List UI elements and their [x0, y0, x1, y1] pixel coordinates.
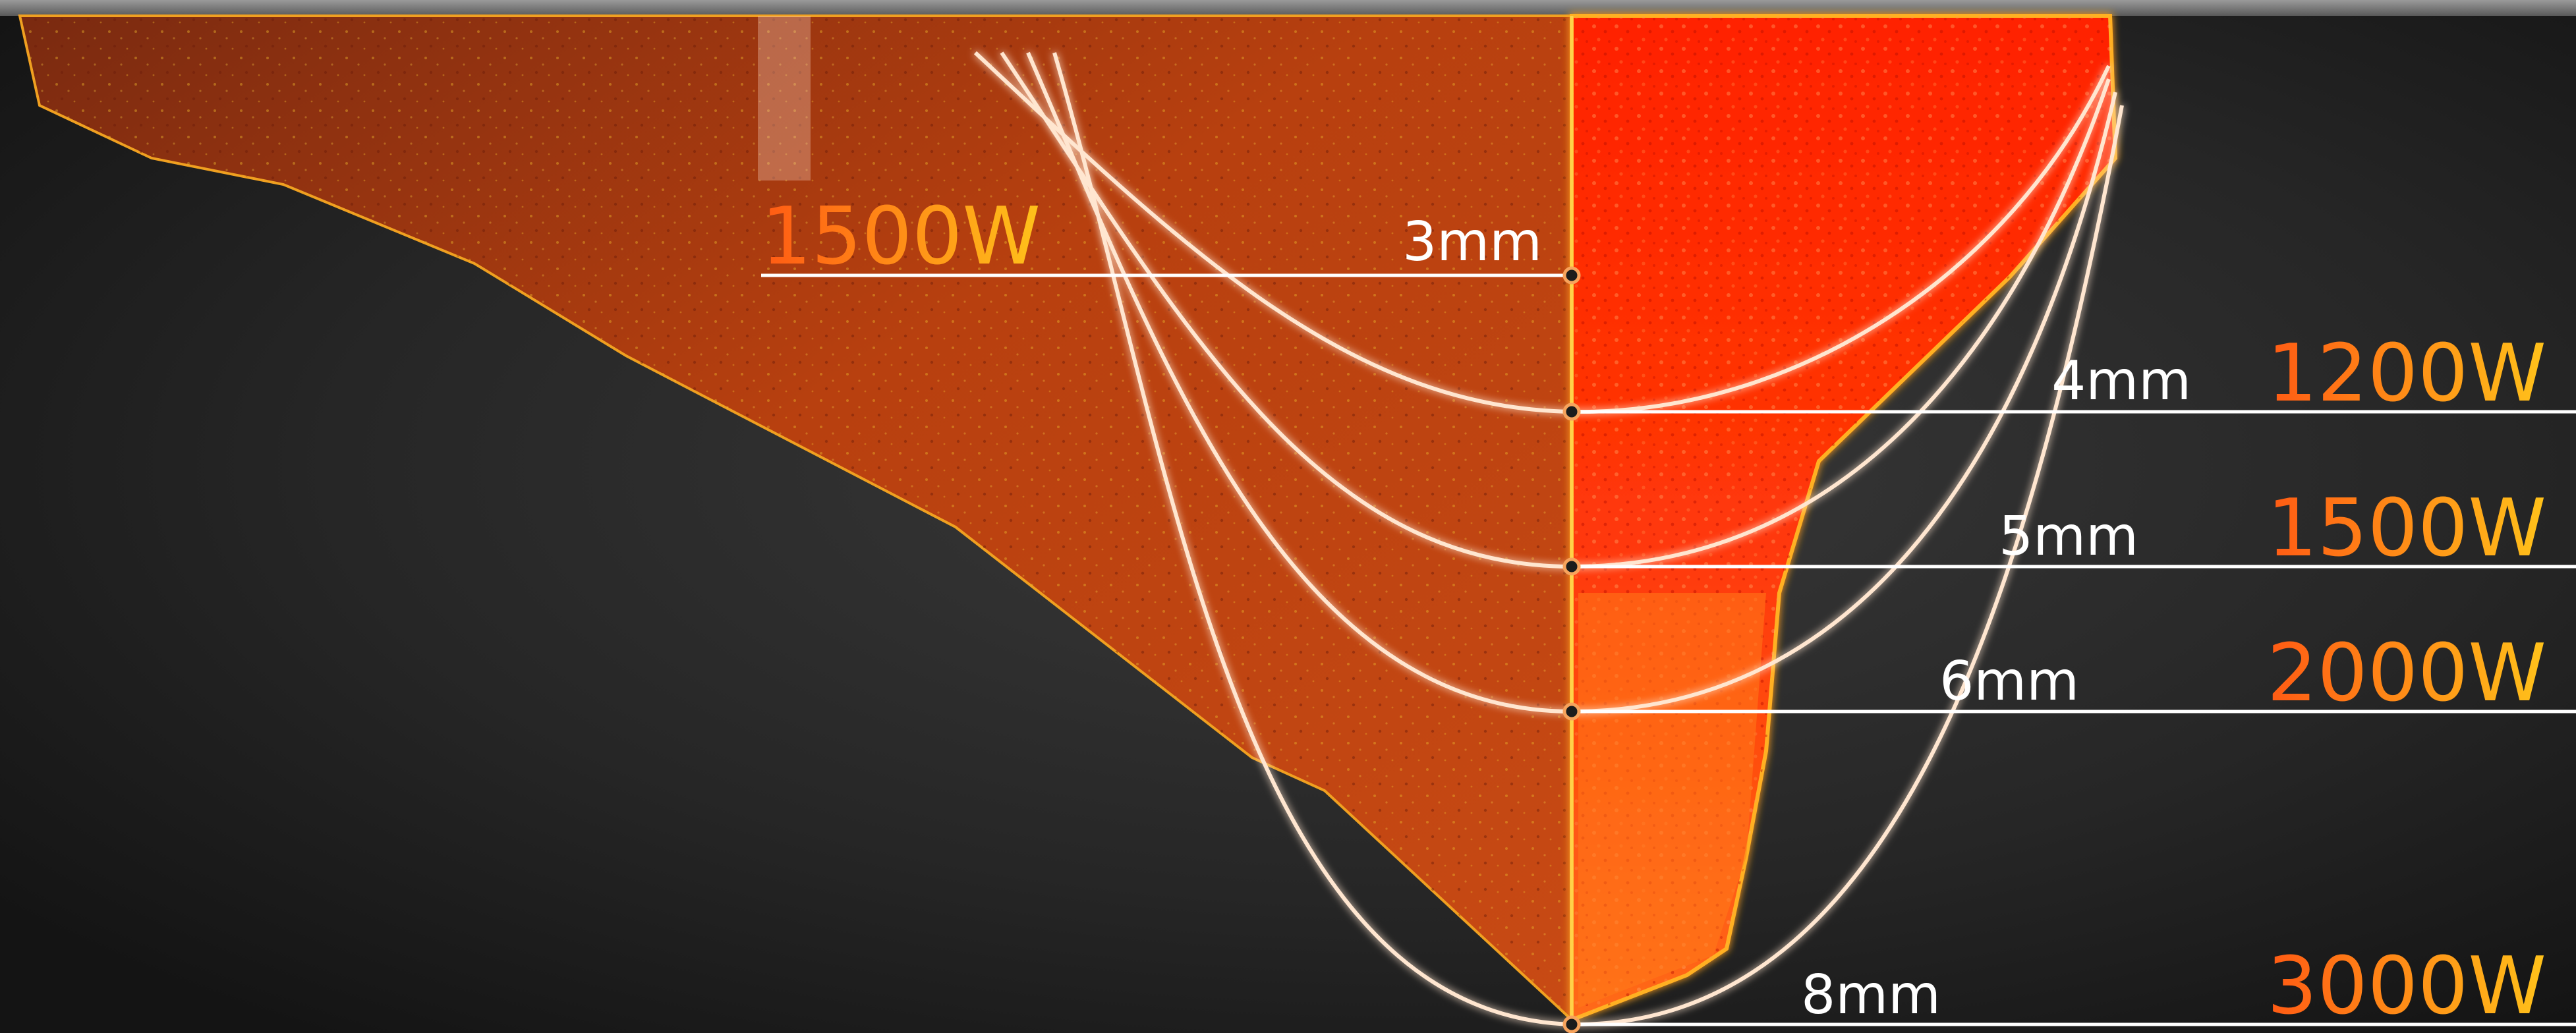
depth-label-3mm: 3mm — [1402, 211, 1542, 273]
depth-label-5mm: 5mm — [1999, 505, 2138, 568]
node-8mm — [1562, 1015, 1581, 1033]
depth-label-6mm: 6mm — [1939, 650, 2079, 713]
depth-label-4mm: 4mm — [2051, 350, 2191, 412]
power-label-5mm: 1500W — [2267, 483, 2546, 574]
node-3mm — [1562, 266, 1581, 285]
power-label-8mm: 3000W — [2267, 941, 2546, 1032]
left-power-label: 1500W — [761, 191, 1041, 283]
node-4mm — [1562, 403, 1581, 421]
power-label-6mm: 2000W — [2267, 628, 2546, 719]
node-6mm — [1562, 702, 1581, 721]
depth-lines — [761, 273, 2576, 1026]
power-label-4mm: 1200W — [2267, 328, 2546, 420]
depth-nodes — [1562, 266, 1581, 1033]
base-metal-top-edge — [0, 0, 2576, 16]
node-5mm — [1562, 557, 1581, 576]
depth-label-8mm: 8mm — [1801, 964, 1941, 1026]
weld-section-right — [1570, 14, 2118, 1023]
